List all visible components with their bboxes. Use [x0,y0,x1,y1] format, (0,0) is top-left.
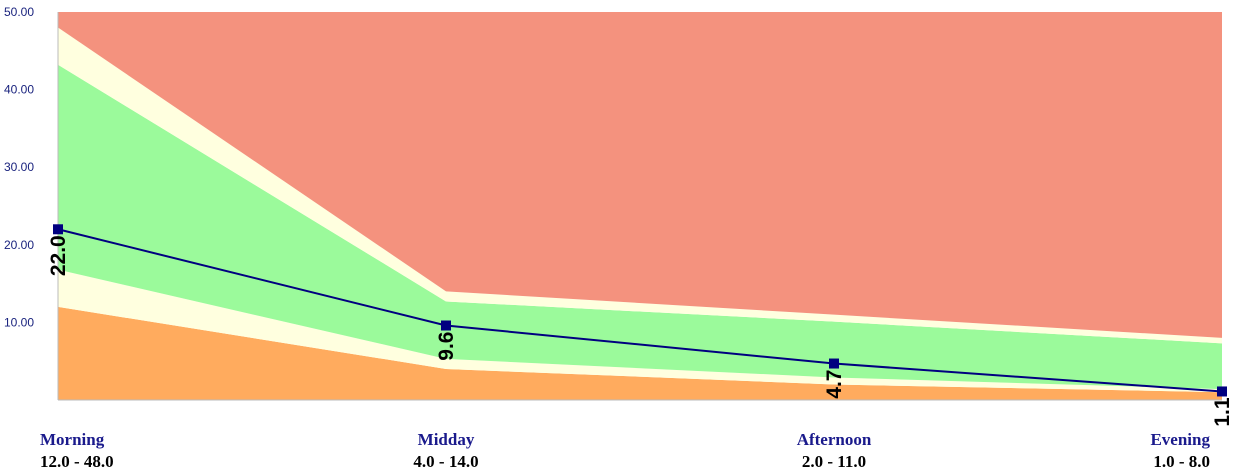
data-label: 1.1 [1211,397,1233,427]
x-range-label: 12.0 - 48.0 [40,452,114,471]
data-point [53,224,63,235]
x-range-label: 1.0 - 8.0 [1153,452,1210,471]
series-line [57,228,1223,393]
x-category-label: Morning [40,430,105,449]
x-category-label: Afternoon [797,430,872,449]
x-category-label: Evening [1150,430,1210,449]
data-label: 9.6 [435,332,458,361]
data-label: 4.7 [823,370,846,399]
data-point [441,320,451,331]
band-lower-margin [58,269,1222,393]
data-label: 22.0 [47,235,70,276]
y-tick-label: 20.00 [4,238,34,252]
band-high [58,12,1222,338]
y-tick-label: 30.00 [4,160,34,174]
series-line-group [57,228,1223,393]
y-axis-ticks: 10.00 20.00 30.00 40.00 50.00 [4,5,34,329]
y-tick-label: 40.00 [4,83,34,97]
data-point [1217,386,1227,397]
x-axis-labels: Morning 12.0 - 48.0 Midday 4.0 - 14.0 Aftern… [40,430,1210,471]
band-low [58,306,1222,400]
data-labels: 22.0 9.6 4.7 1.1 [47,235,1233,426]
band-normal [58,64,1222,390]
y-tick-label: 10.00 [4,315,34,329]
x-category-label: Midday [418,430,475,449]
data-points [53,224,1227,397]
x-range-label: 4.0 - 14.0 [413,452,478,471]
axes [57,12,1222,401]
x-range-label: 2.0 - 11.0 [802,452,866,471]
range-bands [58,12,1222,400]
data-point [829,358,839,369]
y-tick-label: 50.00 [4,5,34,19]
